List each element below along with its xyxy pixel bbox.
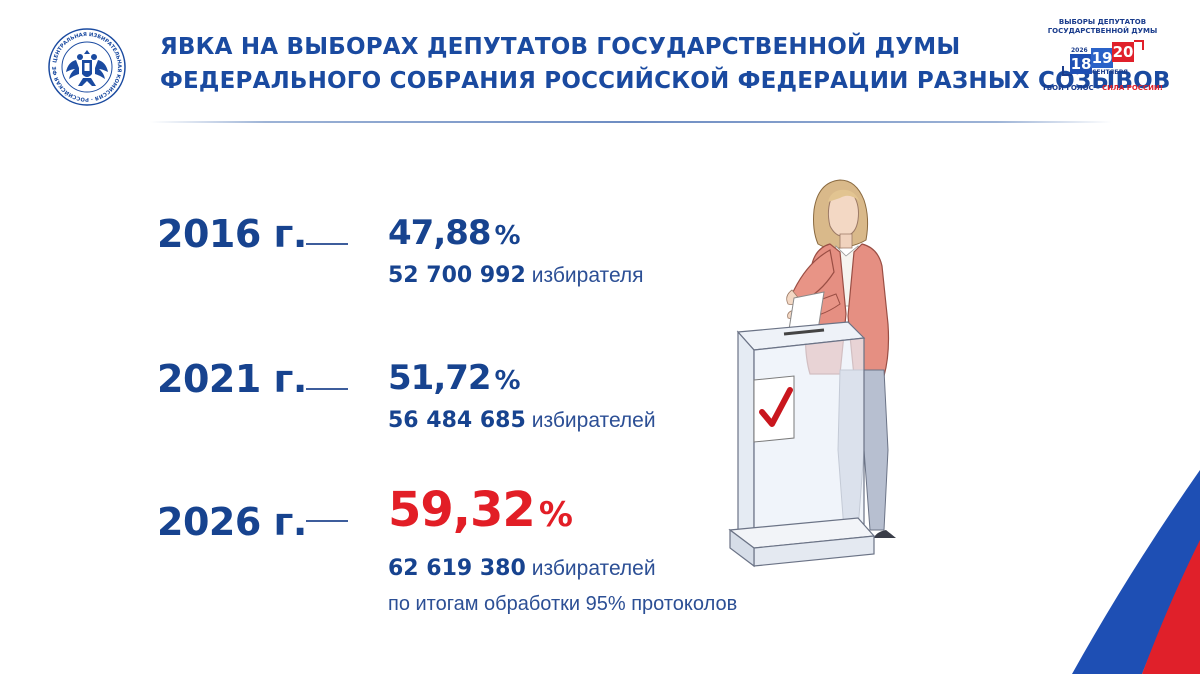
voters-count: 52 700 992 избирателя [388, 263, 644, 288]
red-checkmark-icon [753, 375, 795, 443]
turnout-percent: 51,72% [388, 358, 521, 398]
row-dash [306, 388, 348, 390]
voters-number: 56 484 685 [388, 408, 526, 433]
badge-corner-left [1062, 66, 1072, 76]
percent-value: 47,88 [388, 213, 492, 253]
slogan-part-1: ТВОЙ ГОЛОС – [1042, 84, 1103, 92]
page-title: ЯВКА НА ВЫБОРАХ ДЕПУТАТОВ ГОСУДАРСТВЕННО… [160, 30, 1171, 98]
voters-unit: избирателей [531, 557, 656, 580]
row-dash [306, 243, 348, 245]
badge-day-20: 20 [1112, 42, 1134, 62]
percent-value: 59,32 [388, 482, 536, 538]
percent-value: 51,72 [388, 358, 492, 398]
ballot-box-icon [728, 321, 876, 568]
woman-voting-illustration [728, 179, 896, 568]
percent-sign: % [494, 221, 521, 251]
election-badge: ВЫБОРЫ ДЕПУТАТОВ ГОСУДАРСТВЕННОЙ ДУМЫ 20… [1040, 18, 1165, 103]
badge-line-1: ВЫБОРЫ ДЕПУТАТОВ [1058, 18, 1147, 26]
row-year: 2016 г. [157, 212, 307, 256]
badge-dates: 2026 18 19 20 СЕНТЯБРЯ [1040, 40, 1165, 80]
turnout-percent: 47,88% [388, 213, 521, 253]
percent-sign: % [494, 366, 521, 396]
badge-day-18: 18 [1070, 54, 1092, 74]
title-line-1: ЯВКА НА ВЫБОРАХ ДЕПУТАТОВ ГОСУДАРСТВЕННО… [160, 34, 961, 60]
voters-number: 52 700 992 [388, 263, 526, 288]
badge-slogan: ТВОЙ ГОЛОС – СИЛА РОССИИ! [1040, 84, 1165, 92]
voters-unit: избирателей [531, 409, 656, 432]
turnout-percent-highlight: 59,32% [388, 482, 573, 538]
row-year: 2026 г. [157, 500, 307, 544]
percent-sign: % [538, 495, 573, 535]
badge-corner-right [1134, 40, 1144, 50]
badge-month: СЕНТЯБРЯ [1092, 69, 1128, 76]
voters-number: 62 619 380 [388, 556, 526, 581]
voters-unit: избирателя [531, 264, 644, 287]
row-year: 2021 г. [157, 357, 307, 401]
protocols-note: по итогам обработки 95% протоколов [388, 593, 738, 615]
cec-emblem-icon: ЦЕНТРАЛЬНАЯ ИЗБИРАТЕЛЬНАЯ КОМИССИЯ · РОС… [46, 26, 126, 106]
title-line-2: ФЕДЕРАЛЬНОГО СОБРАНИЯ РОССИЙСКОЙ ФЕДЕРАЦ… [160, 68, 1171, 94]
badge-year: 2026 [1071, 47, 1088, 54]
badge-day-19: 19 [1091, 48, 1113, 68]
voters-count: 62 619 380 избирателей [388, 556, 656, 581]
slogan-part-2: СИЛА РОССИИ! [1102, 84, 1163, 92]
header-divider [150, 121, 1112, 123]
badge-line-2: ГОСУДАРСТВЕННОЙ ДУМЫ [1047, 27, 1158, 35]
row-dash [306, 520, 348, 522]
voters-count: 56 484 685 избирателей [388, 408, 656, 433]
